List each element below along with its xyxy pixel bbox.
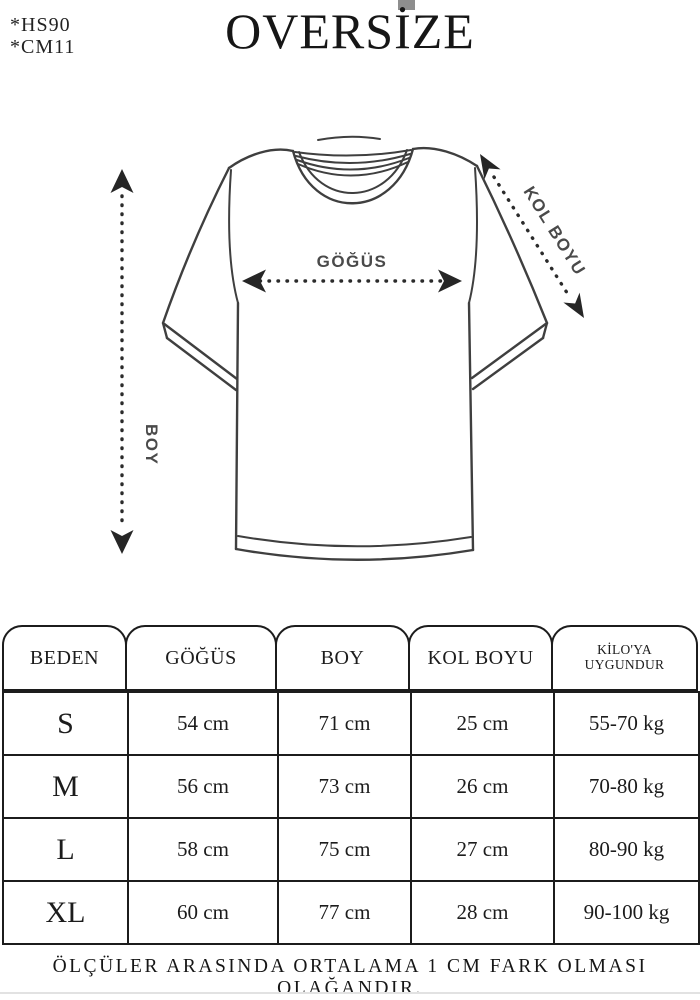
chest-cell: 56 cm	[127, 754, 279, 819]
tshirt-drawing	[161, 135, 549, 561]
sleeve-cell: 27 cm	[410, 817, 555, 882]
sleeve-cell: 25 cm	[410, 691, 555, 756]
sleeve-cell: 28 cm	[410, 880, 555, 945]
size-table-body: S 54 cm 71 cm 25 cm 55-70 kg M 56 cm 73 …	[2, 691, 700, 945]
size-cell: XL	[2, 880, 129, 945]
length-cell: 71 cm	[277, 691, 412, 756]
length-label: BOY	[142, 424, 161, 465]
table-row-s: S 54 cm 71 cm 25 cm 55-70 kg	[2, 691, 700, 756]
chest-cell: 54 cm	[127, 691, 279, 756]
product-codes: *HS90 *CM11	[10, 14, 75, 58]
weight-cell: 80-90 kg	[553, 817, 700, 882]
page-title: OVERSİZE	[225, 3, 475, 59]
length-cell: 75 cm	[277, 817, 412, 882]
sleeve-label: KOL BOYU	[520, 183, 590, 279]
size-cell: S	[2, 691, 129, 756]
table-row-l: L 58 cm 75 cm 27 cm 80-90 kg	[2, 817, 700, 882]
chest-label: GÖĞÜS	[317, 252, 388, 271]
tshirt-measurement-diagram: GÖĞÜS KOL BOYU BOY	[110, 135, 590, 561]
column-header-gogus: GÖĞÜS	[125, 625, 277, 691]
chest-cell: 58 cm	[127, 817, 279, 882]
top-marker	[398, 0, 415, 10]
size-table-header: BEDEN GÖĞÜS BOY KOL BOYU KİLO'YA UYGUNDU…	[2, 625, 698, 691]
length-cell: 73 cm	[277, 754, 412, 819]
bottom-divider	[0, 992, 700, 994]
chest-cell: 60 cm	[127, 880, 279, 945]
size-cell: L	[2, 817, 129, 882]
length-cell: 77 cm	[277, 880, 412, 945]
sleeve-cell: 26 cm	[410, 754, 555, 819]
weight-cell: 70-80 kg	[553, 754, 700, 819]
length-measure-arrow: BOY	[110, 169, 161, 554]
column-header-beden: BEDEN	[2, 625, 127, 691]
table-row-m: M 56 cm 73 cm 26 cm 70-80 kg	[2, 754, 700, 819]
weight-cell: 90-100 kg	[553, 880, 700, 945]
chest-measure-arrow: GÖĞÜS	[242, 252, 462, 293]
weight-cell: 55-70 kg	[553, 691, 700, 756]
column-header-kol-boyu: KOL BOYU	[408, 625, 553, 691]
column-header-boy: BOY	[275, 625, 410, 691]
product-code-1: *HS90	[10, 14, 71, 36]
column-header-kilo: KİLO'YA UYGUNDUR	[551, 625, 698, 691]
product-code-2: *CM11	[10, 36, 76, 58]
size-table: BEDEN GÖĞÜS BOY KOL BOYU KİLO'YA UYGUNDU…	[2, 625, 700, 945]
table-row-xl: XL 60 cm 77 cm 28 cm 90-100 kg	[2, 880, 700, 945]
size-cell: M	[2, 754, 129, 819]
